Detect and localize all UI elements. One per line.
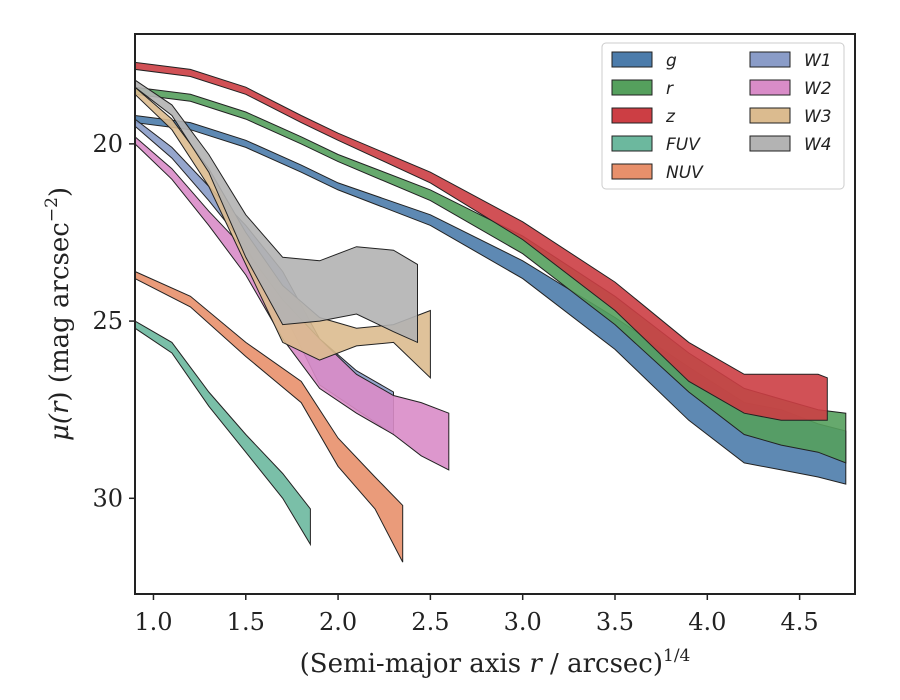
y-tick-label: 25 [92, 307, 123, 335]
series-band-z [134, 61, 828, 421]
legend-swatch-w3 [749, 107, 791, 124]
y-axis-label: μ(r) (mag arcsec−2) [42, 187, 75, 441]
series-band-r [134, 86, 847, 464]
legend-label-nuv: NUV [666, 163, 704, 183]
legend: grz FUV NUV W1 W2 W3 W4 [601, 42, 845, 190]
series-band-g [134, 114, 847, 485]
x-tick-label: 3.5 [596, 608, 634, 636]
legend-label-w4: W4 [804, 135, 832, 155]
legend-swatch-w1 [749, 51, 791, 68]
y-axis: 20 25 30 [92, 130, 135, 512]
plot-frame [134, 33, 856, 595]
legend-label-w2: W2 [804, 79, 832, 99]
legend-swatch-w2 [749, 79, 791, 96]
y-tick-label: 20 [92, 130, 123, 158]
legend-label-r: r [666, 79, 674, 99]
legend-swatch-fuv [611, 135, 653, 152]
legend-swatch-r [611, 79, 653, 96]
x-tick-label: 4.0 [688, 608, 726, 636]
x-tick-label: 3.0 [504, 608, 542, 636]
legend-swatch-w4 [749, 135, 791, 152]
x-axis: 1.0 1.5 2.0 2.5 3.0 3.5 4.0 4.5 [134, 594, 819, 636]
series-layer [134, 61, 847, 563]
x-axis-label: (Semi-major axis r / arcsec)1/4 [300, 646, 691, 679]
legend-label-z: z [665, 107, 676, 127]
legend-swatch-g [611, 51, 653, 68]
y-tick-label: 30 [92, 484, 123, 512]
series-band-nuv [134, 270, 404, 563]
legend-swatch-z [611, 107, 653, 124]
x-tick-label: 1.0 [134, 608, 172, 636]
x-tick-label: 4.5 [781, 608, 819, 636]
x-tick-label: 1.5 [227, 608, 265, 636]
legend-label-fuv: FUV [666, 135, 701, 155]
legend-swatch-nuv [611, 163, 653, 180]
series-band-w4 [134, 79, 418, 344]
x-tick-label: 2.5 [411, 608, 449, 636]
x-tick-label: 2.0 [319, 608, 357, 636]
legend-label-w3: W3 [804, 107, 832, 127]
series-band-fuv [134, 320, 311, 547]
legend-label-g: g [666, 51, 677, 71]
legend-label-w1: W1 [804, 51, 832, 71]
